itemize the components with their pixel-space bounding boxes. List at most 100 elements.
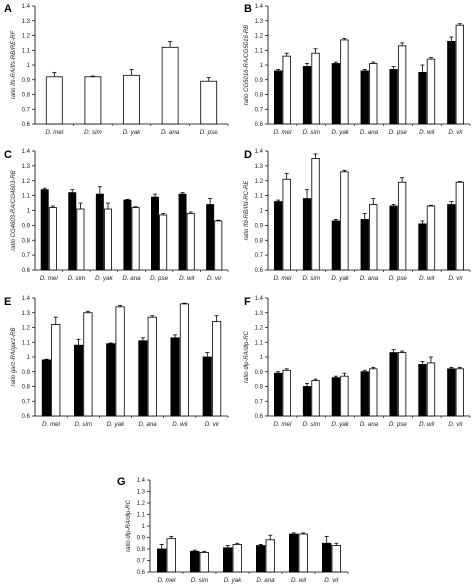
bar <box>369 368 378 417</box>
bar <box>455 181 464 271</box>
bar <box>48 207 57 271</box>
bar <box>138 340 148 417</box>
bar <box>51 324 61 417</box>
bar <box>311 380 320 417</box>
x-tick-label: D. pse <box>389 129 407 136</box>
bar <box>265 539 275 573</box>
bar <box>289 533 299 573</box>
y-tick-label: 1.4 <box>255 296 264 302</box>
bar <box>447 368 456 417</box>
bar <box>115 306 125 417</box>
y-tick-label: 1.1 <box>22 194 31 200</box>
y-tick-label: 1.1 <box>22 340 31 346</box>
bar <box>311 52 320 125</box>
y-tick-label: 1.2 <box>22 34 31 40</box>
y-axis-title: ratio dlp-RA/dlp-RC <box>126 499 132 552</box>
x-tick-label: D. pse <box>389 275 407 282</box>
y-tick-label: 1.2 <box>255 326 264 332</box>
y-tick-label: 1.4 <box>137 478 146 484</box>
bar <box>200 80 218 125</box>
bar <box>282 369 291 417</box>
bar <box>331 220 341 271</box>
bar <box>369 63 378 125</box>
y-tick-label: 1.3 <box>22 311 31 317</box>
bar <box>202 356 212 417</box>
y-tick-label: 1.1 <box>137 513 146 519</box>
bar <box>170 337 180 417</box>
x-tick-label: D. yak <box>331 129 349 136</box>
bar <box>186 213 195 271</box>
bar <box>274 201 283 271</box>
y-tick-label: 1.3 <box>255 311 264 317</box>
bar <box>397 45 407 125</box>
bar <box>83 312 93 417</box>
y-tick-label: 0.8 <box>22 238 31 244</box>
panel-label: E <box>4 296 11 308</box>
x-tick-label: D. ana <box>122 275 141 282</box>
y-tick-label: 1.1 <box>255 340 264 346</box>
x-tick-label: D. vir <box>448 421 463 428</box>
x-tick-label: D. wil <box>179 275 195 282</box>
x-tick-label: D. sim <box>303 421 321 428</box>
y-tick-label: 0.7 <box>22 399 31 405</box>
y-tick-label: 0.8 <box>137 547 146 553</box>
bar <box>232 544 242 573</box>
bar <box>206 204 215 271</box>
chart-panel-b: B 0.6 0.7 0.8 0.9 1 1.1 1.2 1.3 1.4 ratio CG5016-R… <box>244 3 471 136</box>
bar <box>199 552 209 573</box>
bar <box>282 178 291 271</box>
bar <box>455 24 464 125</box>
x-tick-label: D. mel <box>42 421 61 428</box>
panel-label: B <box>244 3 252 15</box>
y-tick-label: 0.9 <box>22 78 31 84</box>
bar <box>151 196 159 271</box>
bar <box>389 352 398 417</box>
x-tick-label: D. wil <box>172 421 188 428</box>
bar <box>68 192 77 271</box>
x-tick-label: D. pse <box>200 129 218 136</box>
y-tick-label: 1 <box>260 63 264 69</box>
bar <box>131 207 140 271</box>
chart-panel-g: G 0.6 0.7 0.8 0.9 1 1.1 1.2 1.3 1.4 ratio dlp-RA/d… <box>117 476 349 584</box>
y-axis-title: ratio CG4603-RA/CG4603-RB <box>11 170 17 250</box>
y-tick-label: 0.8 <box>255 385 264 391</box>
x-tick-label: D. vir <box>448 275 463 282</box>
y-tick-label: 0.8 <box>22 93 31 99</box>
bar <box>178 193 187 271</box>
x-tick-label: D. mel <box>273 129 292 136</box>
bar <box>256 545 266 573</box>
bar <box>418 223 427 271</box>
y-tick-label: 0.7 <box>22 253 31 259</box>
x-tick-label: D. wil <box>419 421 435 428</box>
y-tick-label: 1 <box>260 209 264 215</box>
y-tick-label: 0.7 <box>255 399 264 405</box>
y-tick-label: 1.4 <box>22 149 31 155</box>
bar <box>331 545 341 573</box>
y-tick-label: 1.2 <box>22 179 31 185</box>
x-tick-label: D. yak <box>123 129 141 136</box>
bar <box>331 63 341 125</box>
y-tick-label: 0.6 <box>22 414 31 420</box>
y-tick-label: 1.3 <box>22 164 31 170</box>
y-tick-label: 0.8 <box>255 93 264 99</box>
y-tick-label: 0.9 <box>137 536 146 542</box>
bar <box>360 70 369 125</box>
bar <box>166 538 176 573</box>
bar <box>331 377 341 417</box>
bar <box>340 39 349 125</box>
y-axis-title: ratio garz-RA/garz-RB <box>11 327 17 386</box>
y-tick-label: 1 <box>27 355 31 361</box>
y-tick-label: 1.3 <box>22 19 31 25</box>
y-tick-label: 0.8 <box>22 385 31 391</box>
y-axis-title: ratio CG5016-RA/CG5016-RB <box>244 25 250 105</box>
x-tick-label: D. pse <box>389 421 407 428</box>
bar <box>282 55 291 125</box>
x-tick-label: D. ana <box>360 129 379 136</box>
y-axis-title: ratio Ifd-RB/Ifd-RC-RE <box>244 180 250 241</box>
x-tick-label: D. sim <box>74 421 92 428</box>
bar <box>302 66 312 125</box>
y-axis-title: ratio Ifs-RA/Ifs-RB/RE-RF <box>11 30 17 99</box>
y-tick-label: 1.2 <box>255 179 264 185</box>
bar <box>447 204 456 271</box>
bar <box>123 199 132 271</box>
